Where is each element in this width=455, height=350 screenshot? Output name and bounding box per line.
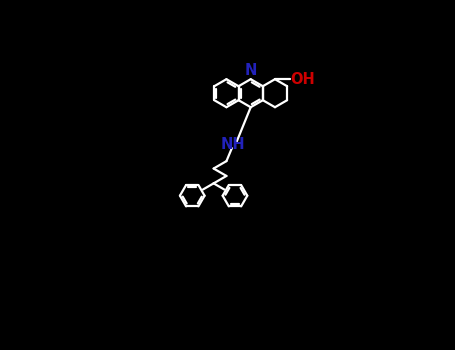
Text: OH: OH: [291, 72, 315, 87]
Text: NH: NH: [221, 138, 246, 153]
Text: N: N: [244, 63, 257, 78]
